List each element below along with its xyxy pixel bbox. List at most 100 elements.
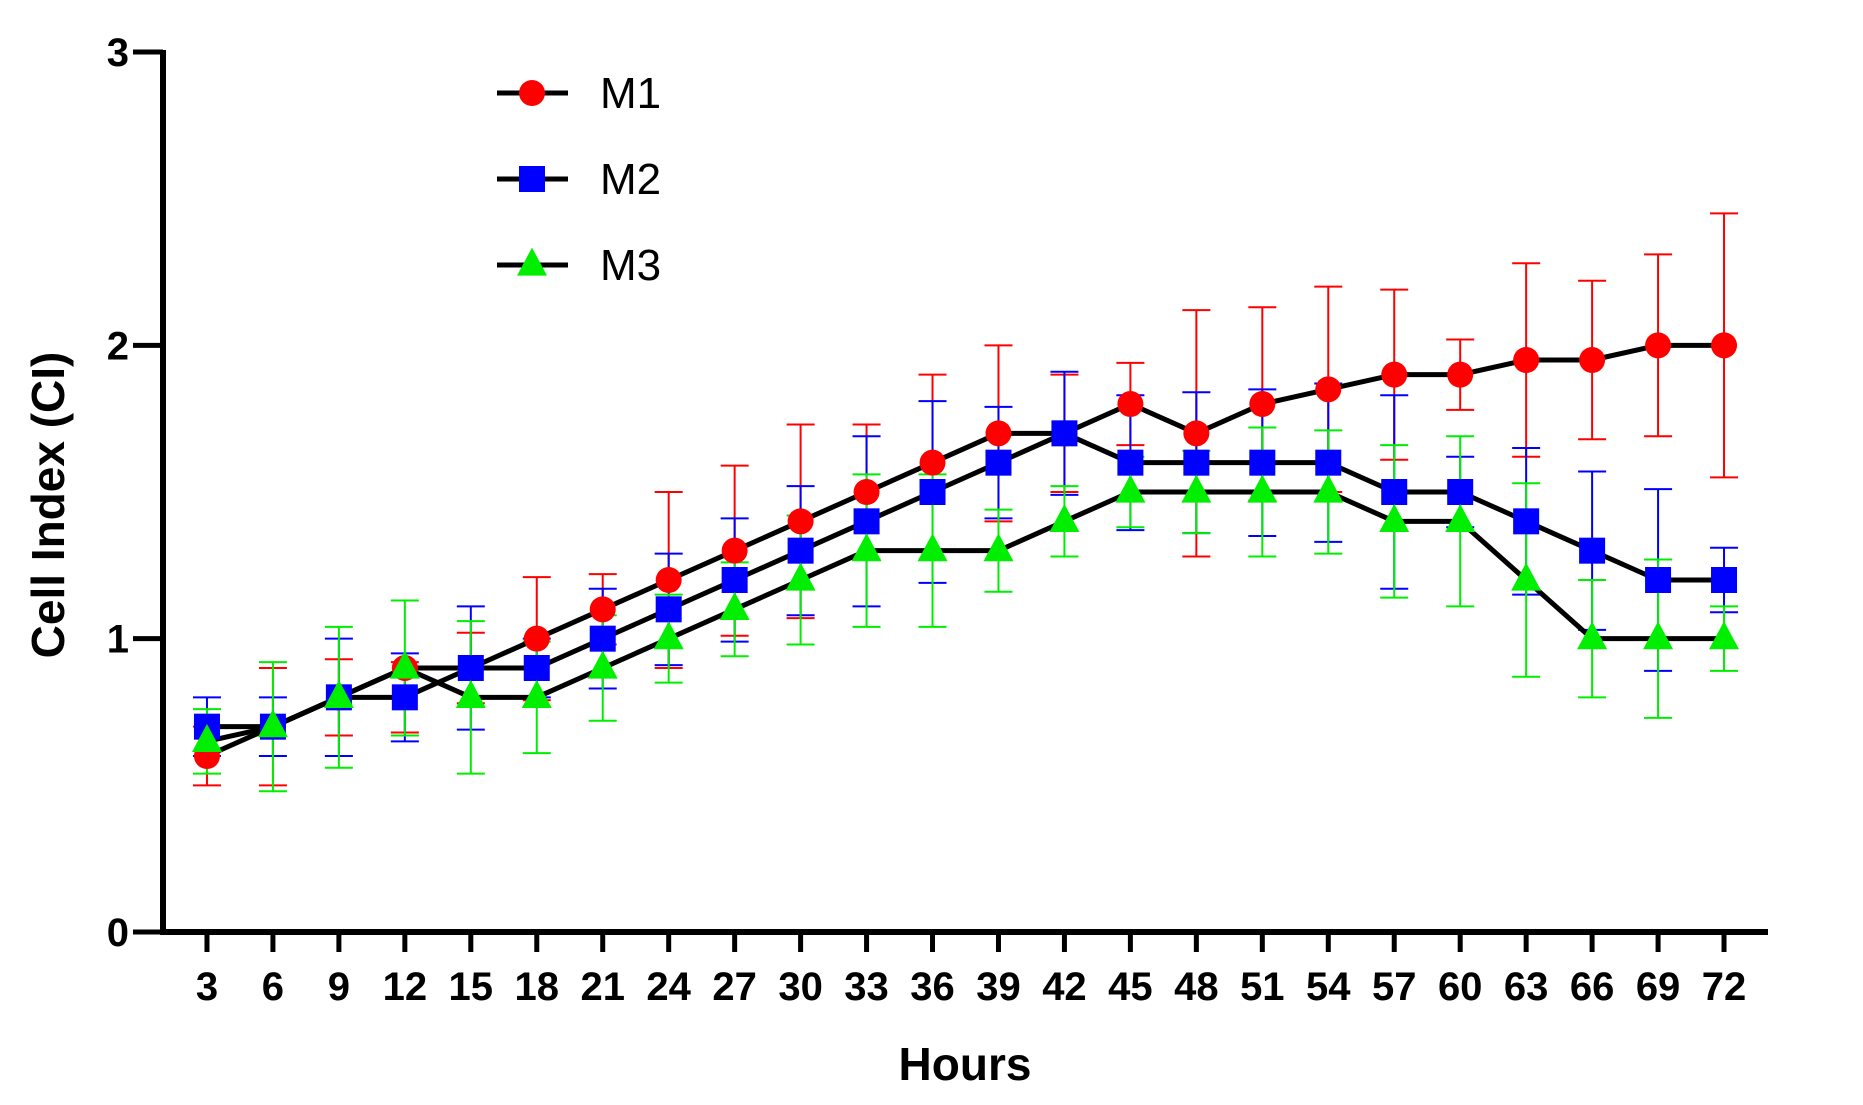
m3-point (653, 621, 684, 650)
legend-label-m3: M3 (600, 241, 661, 290)
m2-point (391, 684, 418, 711)
m2-point (589, 625, 616, 652)
legend-label-m2: M2 (600, 155, 661, 204)
x-tick-label: 36 (910, 965, 955, 1009)
m3-point (323, 679, 354, 708)
m2-point (1117, 449, 1144, 476)
m2-point (1183, 449, 1210, 476)
m3-point (455, 679, 486, 708)
m1-point (919, 449, 946, 476)
legend-entry-m1: M1 (497, 69, 661, 118)
m1-point (1315, 376, 1342, 403)
m2-point (523, 655, 550, 681)
m2-point (1315, 449, 1342, 476)
x-tick-label: 51 (1240, 965, 1285, 1009)
m3-point (521, 679, 552, 708)
y-tick-label: 0 (107, 911, 129, 955)
x-tick-label: 42 (1042, 965, 1087, 1009)
m1-point (1117, 391, 1144, 417)
y-tick-label: 2 (107, 324, 129, 368)
m2-point (1381, 479, 1408, 505)
m2-point (1051, 420, 1078, 447)
x-tick-label: 54 (1306, 965, 1351, 1009)
x-tick-label: 33 (844, 965, 889, 1009)
legend-marker-m1 (519, 80, 545, 106)
x-tick-label: 57 (1372, 965, 1417, 1009)
m3-point (1247, 474, 1278, 503)
m1-point (1645, 332, 1672, 359)
m2-point (655, 596, 682, 623)
m1-point (1513, 347, 1540, 373)
m3-point (1049, 503, 1080, 532)
m2-point (457, 655, 484, 681)
m3-point (1445, 503, 1476, 532)
m3-point (983, 533, 1014, 562)
m2-point (1711, 567, 1738, 593)
m1-point (985, 420, 1012, 447)
m2-point (1645, 567, 1672, 593)
m2-point (787, 537, 814, 564)
m3-point (191, 723, 222, 752)
m1-point (1183, 420, 1210, 447)
m1-point (1579, 347, 1606, 373)
m3-point (389, 650, 420, 679)
y-tick-label: 3 (107, 31, 129, 75)
m1-point (1249, 391, 1276, 417)
legend-entry-m3: M3 (497, 241, 661, 290)
m2-point (985, 449, 1012, 476)
x-tick-label: 66 (1570, 965, 1615, 1009)
m1-point (1447, 361, 1474, 388)
m3-point (1643, 621, 1674, 650)
legend-label-m1: M1 (600, 69, 661, 118)
m1-point (721, 537, 748, 564)
x-tick-label: 45 (1108, 965, 1153, 1009)
m3-point (1115, 474, 1146, 503)
m3-point (1313, 474, 1344, 503)
m3-point (1577, 621, 1608, 650)
x-tick-label: 60 (1438, 965, 1483, 1009)
m1-point (523, 625, 550, 652)
m3-line (206, 489, 1725, 744)
y-axis-title: Cell Index (CI) (22, 352, 74, 659)
m3-point (719, 591, 750, 620)
m3-point (1379, 503, 1410, 532)
x-tick-label: 18 (515, 965, 560, 1009)
axes (133, 49, 1768, 952)
m3-point (785, 562, 816, 591)
x-tick-label: 24 (646, 965, 691, 1009)
m1-point (589, 596, 616, 623)
legend-entry-m2: M2 (497, 155, 661, 204)
m3-point (587, 650, 618, 679)
x-tick-label: 9 (328, 965, 350, 1009)
x-tick-label: 48 (1174, 965, 1219, 1009)
m3-point (1709, 621, 1740, 650)
m2-point (853, 508, 880, 535)
m3-point (1181, 474, 1212, 503)
x-tick-label: 69 (1636, 965, 1681, 1009)
legend-marker-m3 (517, 247, 547, 276)
y-tick-label: 1 (107, 618, 129, 662)
m2-point (919, 479, 946, 505)
m2-point (1579, 537, 1606, 564)
x-tick-label: 21 (580, 965, 625, 1009)
x-tick-label: 63 (1504, 965, 1549, 1009)
m1-point (853, 479, 880, 505)
x-tick-label: 3 (196, 965, 218, 1009)
m1-point (1711, 332, 1738, 359)
x-tick-label: 27 (712, 965, 757, 1009)
x-tick-label: 39 (976, 965, 1021, 1009)
m3-point (1511, 562, 1542, 591)
m2-point (1447, 479, 1474, 505)
m1-point (787, 508, 814, 535)
m3-point (257, 709, 288, 738)
m2-point (1513, 508, 1540, 535)
x-tick-label: 12 (383, 965, 428, 1009)
x-tick-label: 30 (778, 965, 823, 1009)
series-markers (191, 332, 1740, 769)
x-tick-label: 6 (262, 965, 284, 1009)
m2-point (1249, 449, 1276, 476)
error-bars (192, 212, 1739, 793)
m1-point (655, 567, 682, 593)
m3-point (851, 533, 882, 562)
